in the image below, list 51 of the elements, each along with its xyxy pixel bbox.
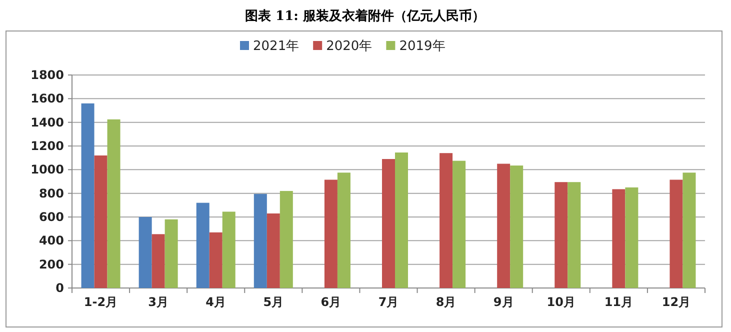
x-tick-label: 7月 — [378, 295, 399, 309]
bar — [382, 159, 395, 288]
bar — [440, 153, 453, 288]
bar — [138, 217, 152, 288]
bar — [152, 234, 165, 288]
y-tick-label: 1200 — [30, 139, 64, 153]
y-tick-label: 0 — [56, 281, 64, 295]
legend-label: 2019年 — [399, 39, 446, 54]
legend-label: 2021年 — [253, 39, 300, 54]
bar — [670, 180, 683, 288]
x-tick-label: 12月 — [662, 295, 691, 309]
y-tick-label: 1000 — [30, 162, 64, 177]
y-tick-label: 1800 — [30, 68, 64, 82]
bar — [497, 164, 510, 288]
bar — [324, 180, 338, 288]
y-tick-label: 200 — [38, 257, 64, 272]
bar — [452, 160, 466, 288]
bar — [568, 182, 581, 288]
y-tick-label: 400 — [38, 234, 64, 248]
y-tick-label: 1600 — [30, 92, 64, 106]
x-tick-label: 6月 — [320, 295, 342, 309]
x-tick-label: 3月 — [148, 295, 168, 309]
bar — [222, 212, 236, 288]
bar — [254, 194, 267, 288]
y-tick-label: 800 — [38, 186, 64, 200]
bar — [554, 182, 568, 288]
y-tick-label: 600 — [38, 210, 64, 224]
x-tick-label: 9月 — [493, 295, 514, 309]
x-tick-label: 11月 — [604, 295, 634, 309]
bar — [337, 172, 350, 288]
x-tick-label: 4月 — [206, 295, 226, 309]
bar — [682, 172, 696, 288]
bar — [280, 190, 293, 288]
bar — [510, 166, 524, 288]
bar — [164, 219, 178, 288]
bar — [94, 155, 108, 288]
x-tick-label: 10月 — [546, 295, 576, 309]
legend-label: 2020年 — [326, 39, 372, 54]
bar — [196, 202, 210, 288]
bar — [612, 189, 626, 288]
bar — [266, 213, 280, 288]
bar — [81, 103, 94, 288]
y-tick-label: 1400 — [30, 115, 64, 130]
chart-title: 图表 11: 服装及衣着附件（亿元人民币） — [245, 8, 485, 24]
x-tick-label: 5月 — [263, 295, 284, 309]
bar — [625, 187, 638, 288]
x-tick-label: 1-2月 — [84, 295, 118, 309]
bar — [209, 232, 222, 288]
bar — [395, 152, 408, 288]
x-tick-label: 8月 — [436, 295, 456, 309]
bar — [107, 119, 120, 288]
